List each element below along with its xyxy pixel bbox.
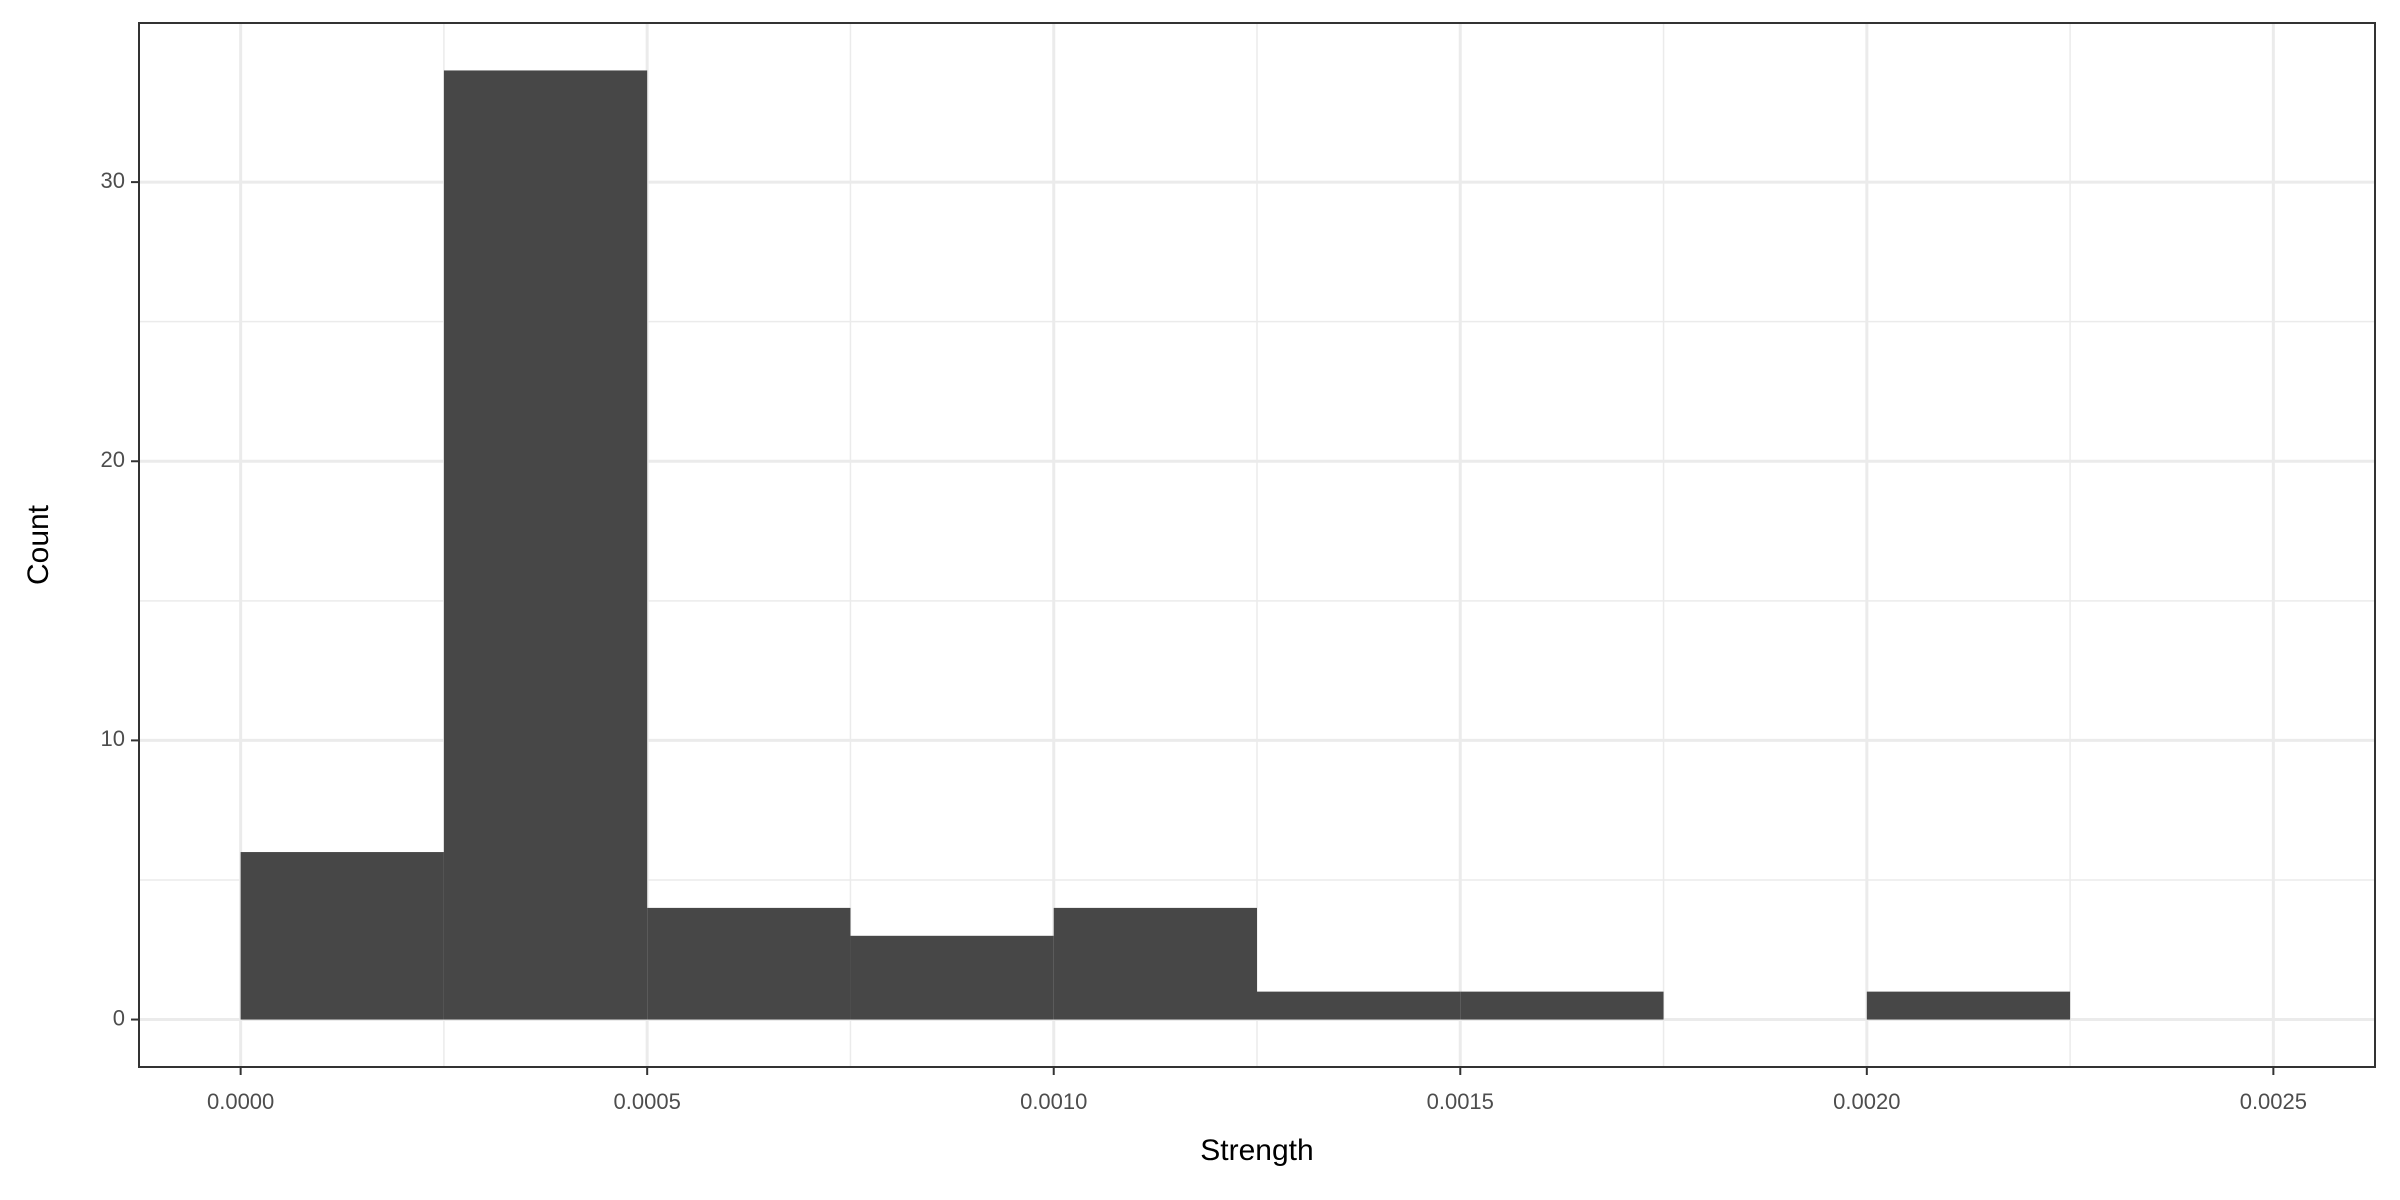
bar	[647, 907, 851, 1020]
bar	[1053, 907, 1257, 1020]
y-tick-label: 0	[113, 1005, 125, 1030]
bar	[443, 70, 648, 1020]
x-axis-title: Strength	[1200, 1134, 1313, 1167]
bar	[1866, 991, 2071, 1020]
y-tick-label: 30	[101, 168, 125, 193]
bar	[240, 852, 444, 1020]
panel-border	[138, 22, 2376, 1068]
y-tick-label: 10	[101, 726, 125, 751]
x-tick-label: 0.0025	[2240, 1089, 2307, 1114]
x-tick-label: 0.0005	[614, 1089, 681, 1114]
y-axis-title: Count	[22, 504, 55, 585]
x-tick-label: 0.0015	[1427, 1089, 1494, 1114]
bar	[850, 935, 1054, 1020]
x-tick-label: 0.0010	[1020, 1089, 1087, 1114]
bar	[1257, 991, 1461, 1020]
x-tick-label: 0.0000	[207, 1089, 274, 1114]
bar	[1460, 991, 1664, 1020]
y-tick-label: 20	[101, 447, 125, 472]
x-tick-label: 0.0020	[1833, 1089, 1900, 1114]
